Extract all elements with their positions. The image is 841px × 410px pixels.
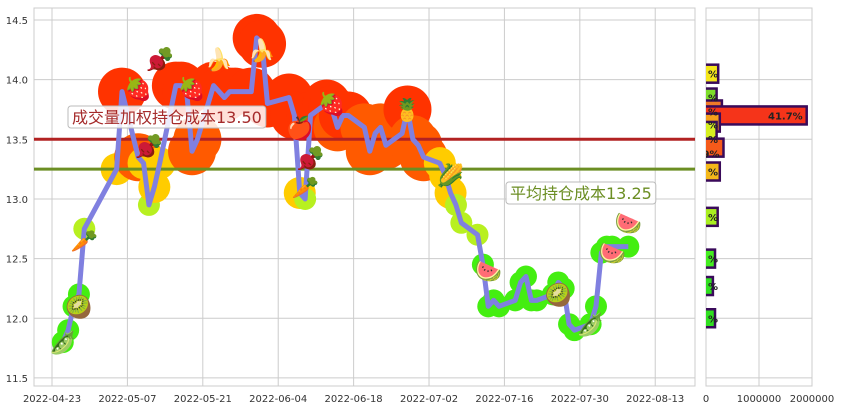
x-tick-label: 2022-07-16 [475,394,533,405]
x-tick-label: 2022-04-23 [23,394,81,405]
bar-label: % [708,135,718,146]
watermelon-icon: 🍉 [598,242,625,267]
distribution-bar [706,87,718,108]
distribution-bar [706,120,718,142]
carrot-icon: 🥕 [291,175,318,201]
watermelon-icon: 🍉 [615,212,642,237]
bar-label: % [708,213,718,224]
strawberry-icon: 🍓 [178,77,205,103]
x-tick-label: 1000000 [737,394,782,405]
bar-label: % [708,107,718,118]
cost-label-group: 平均持仓成本13.25 [505,181,657,205]
x-tick-label: 2000000 [790,394,835,405]
cost-label: 成交量加权持仓成本13.50 [72,108,262,127]
cost-label: 平均持仓成本13.25 [510,184,652,203]
cost-label-box [505,181,657,205]
distribution-bar [706,137,725,158]
y-tick-label: 11.5 [6,374,28,385]
y-tick-label: 12.0 [6,314,28,325]
y-tick-label: 13.0 [6,195,28,206]
distribution-bar [706,161,722,182]
bar-label: % [708,282,718,293]
bar-label: 9% [703,150,720,161]
price-line [60,35,629,344]
y-tick-label: 12.5 [6,255,28,266]
x-tick-label: 2022-05-07 [98,394,156,405]
watermelon-icon: 🍉 [475,260,502,285]
y-tick-label: 14.0 [6,76,28,87]
kiwi-icon: 🥝 [545,280,572,308]
strawberry-icon: 🍓 [124,77,151,103]
distribution-bar [706,248,717,269]
x-tick-label: 2022-07-02 [400,394,458,405]
distribution-bar [706,63,720,84]
x-tick-label: 2022-05-21 [174,394,232,405]
banana-icon: 🍌 [248,38,275,64]
pea-pod-icon: 🫛 [49,330,76,356]
radish-icon: 🫜 [135,131,163,159]
bar-label: % [708,314,718,325]
apple-icon: 🍎 [286,114,313,141]
cost-label-group: 成交量加权持仓成本13.50 [67,105,267,129]
x-tick-label: 0 [703,394,709,405]
bar-label: % [708,255,718,266]
distribution-bar [706,206,719,228]
bar-label: % [708,168,718,179]
distribution-bar [706,275,715,297]
radish-icon: 🫜 [297,143,325,171]
y-tick-label: 14.5 [6,16,28,27]
distribution-bar [706,308,717,329]
carrot-icon: 🥕 [71,229,98,255]
bar-label: % [708,121,718,132]
x-tick-label: 2022-07-30 [551,394,609,405]
x-tick-label: 2022-06-04 [249,394,307,405]
cost-label-box [67,105,267,129]
x-tick-label: 2022-08-13 [626,394,684,405]
bar-label: % [708,94,718,105]
pea-pod-icon: 🫛 [577,312,604,338]
banana-icon: 🍌 [205,47,232,73]
distribution-bar [706,105,808,126]
bar-label: 41.7% [768,111,803,122]
strawberry-icon: 🍓 [318,92,345,118]
radish-icon: 🫜 [146,45,174,73]
pineapple-icon: 🍍 [394,97,421,123]
y-tick-label: 13.5 [6,135,28,146]
corn-icon: 🌽 [437,162,464,189]
x-tick-label: 2022-06-18 [325,394,383,405]
bars: %%% 41.7%%% 9%%%%%% [703,63,808,329]
kiwi-icon: 🥝 [65,292,92,320]
bar-label: % [708,70,718,81]
